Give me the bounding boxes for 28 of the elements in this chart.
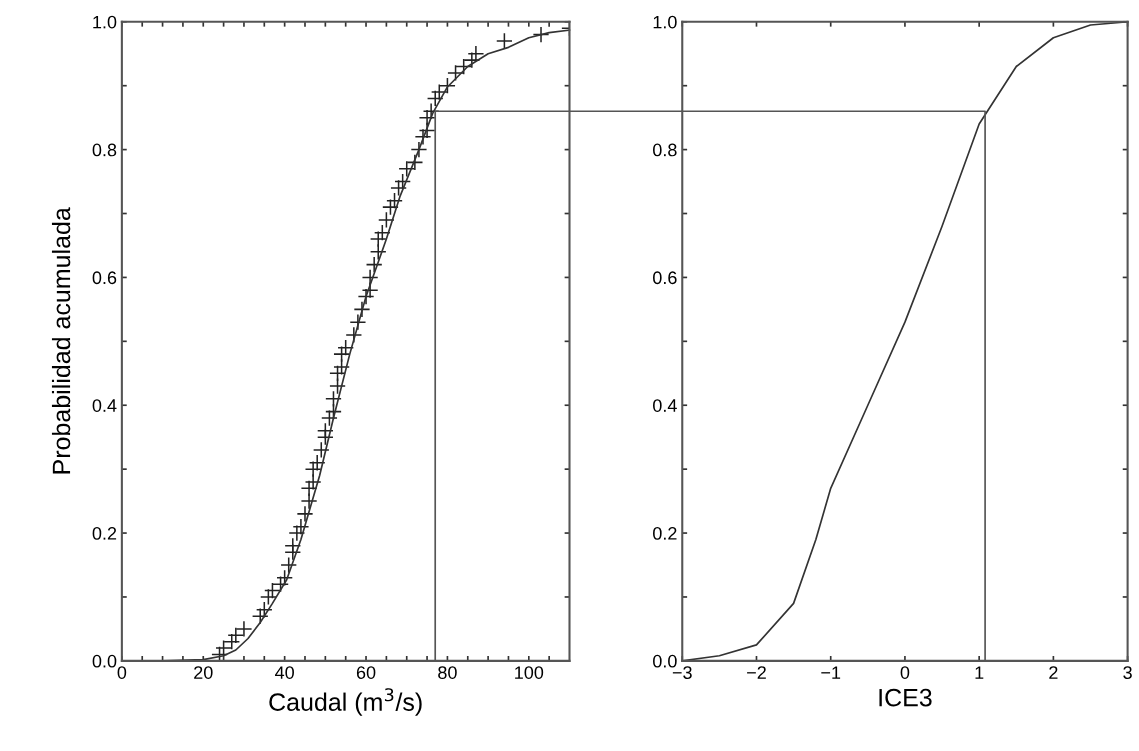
x-tick-label: −3 bbox=[672, 666, 692, 679]
x-tick-label: 0 bbox=[117, 666, 127, 679]
y-tick-label: 0.6 bbox=[653, 271, 677, 285]
y-tick-label: 0.0 bbox=[92, 654, 117, 668]
y-tick-label: 0.8 bbox=[653, 143, 677, 157]
y-tick-label: 1.0 bbox=[653, 15, 677, 29]
x-tick-label: 40 bbox=[275, 666, 294, 679]
x-tick-label: 3 bbox=[1123, 666, 1132, 679]
x-tick-label: 60 bbox=[356, 666, 376, 679]
x-tick-label: 2 bbox=[1049, 666, 1058, 679]
x-tick-label: 20 bbox=[194, 666, 213, 679]
y-tick-label: 0.2 bbox=[653, 526, 677, 540]
x-tick-label: 100 bbox=[515, 666, 544, 679]
y-tick-label: 0.8 bbox=[92, 143, 117, 157]
y-axis-title: Probabilidad acumulada bbox=[51, 207, 71, 474]
x-axis-title: Caudal (m$^{3}$/s) bbox=[269, 688, 422, 716]
y-tick-label: 0.6 bbox=[92, 271, 117, 285]
x-tick-label: 80 bbox=[438, 666, 457, 679]
x-tick-label: 0 bbox=[900, 666, 910, 679]
x-tick-label: −1 bbox=[821, 666, 841, 679]
y-tick-label: 0.4 bbox=[92, 399, 117, 412]
x-tick-label: −2 bbox=[747, 666, 766, 679]
y-tick-label: 0.2 bbox=[92, 526, 117, 540]
x-tick-label: 1 bbox=[975, 666, 984, 679]
y-tick-label: 0.4 bbox=[653, 399, 677, 412]
x-axis-title: ICE3 bbox=[879, 688, 932, 707]
y-tick-label: 1.0 bbox=[93, 15, 117, 29]
y-tick-label: 0.0 bbox=[653, 654, 677, 668]
